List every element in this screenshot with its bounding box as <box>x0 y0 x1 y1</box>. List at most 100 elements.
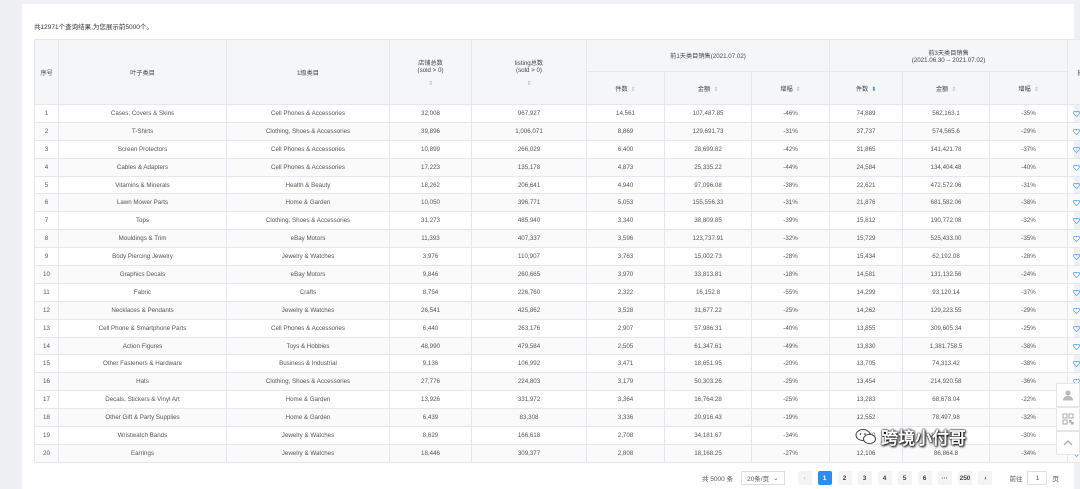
cell-day3-amount: 1,381,758.5 <box>902 336 991 356</box>
header-day1-growth[interactable]: 增幅 ⇕ <box>750 71 831 105</box>
page-ellipsis-button[interactable]: ··· <box>937 471 952 485</box>
cell-day1-amount: 16,764.28 <box>664 390 752 410</box>
cell-day1-pieces: 3,336 <box>586 408 665 428</box>
cell-listing: 396,771 <box>471 193 587 213</box>
cell-day1-growth: -27% <box>750 443 831 463</box>
sort-icon[interactable]: ⇕ <box>526 80 532 87</box>
cell-day1-pieces: 3,364 <box>586 390 665 410</box>
user-icon <box>1063 390 1073 401</box>
back-to-top-button[interactable] <box>1056 431 1080 455</box>
cell-leaf-category: Wristwatch Bands <box>58 426 227 445</box>
follow-button[interactable]: 关注 <box>1073 254 1080 261</box>
page-button[interactable]: 1 <box>817 471 832 485</box>
follow-button[interactable]: 关注 <box>1073 110 1080 118</box>
table-row: 2 T-Shirts Clothing, Shoes & Accessories 39… <box>34 121 1080 141</box>
cell-action: 关注 <box>1067 300 1080 320</box>
goto-page-input[interactable]: 1 <box>1027 471 1048 485</box>
header-label: 件数 <box>615 85 628 93</box>
header-day3-pieces[interactable]: 件数 ⬍ <box>829 71 904 105</box>
cell-day1-amount: 107,487.85 <box>664 104 752 123</box>
cell-leaf-category: Lawn Mower Parts <box>58 193 227 213</box>
next-page-button[interactable]: › <box>978 471 993 485</box>
follow-button[interactable]: 关注 <box>1073 271 1080 279</box>
cell-day1-amount: 61,347.61 <box>664 336 752 356</box>
page-button[interactable]: 3 <box>857 471 872 485</box>
cell-day3-amount: 472,572.06 <box>902 175 991 195</box>
heart-icon <box>1073 182 1080 189</box>
sort-icon[interactable]: ⇕ <box>713 86 719 93</box>
follow-button[interactable]: 关注 <box>1073 379 1080 386</box>
follow-button[interactable]: 关注 <box>1073 182 1080 190</box>
table-row: 1 Cases, Covers & Skins Cell Phones & Acce… <box>34 104 1080 123</box>
follow-button[interactable]: 关注 <box>1073 128 1080 136</box>
cell-leaf-category: Decals, Stickers & Vinyl Art <box>58 390 227 410</box>
header-day3-growth[interactable]: 增幅 ⇕ <box>989 71 1069 105</box>
follow-button[interactable]: 关注 <box>1073 164 1080 172</box>
follow-button[interactable]: 关注 <box>1073 146 1080 154</box>
cell-leaf-category: Hats <box>58 372 227 392</box>
cell-day1-pieces: 3,596 <box>586 229 665 249</box>
header-day3-amount[interactable]: 金额 ⇕ <box>902 71 991 105</box>
header-leaf-category: 叶子类目 <box>58 39 227 105</box>
follow-button[interactable]: 关注 <box>1073 361 1080 368</box>
cell-leaf-category: Mouldings & Trim <box>58 229 227 249</box>
follow-button[interactable]: 关注 <box>1073 200 1080 207</box>
cell-no: 13 <box>34 318 59 338</box>
sort-icon[interactable]: ⇕ <box>951 86 957 93</box>
page-button[interactable]: 4 <box>877 471 892 485</box>
header-day1-group: 前1天类目销售(2021.07.02) <box>585 39 831 72</box>
cell-day3-amount: 525,433.00 <box>902 229 991 249</box>
cell-day3-pieces: 15,434 <box>829 247 904 267</box>
cell-day3-amount: 190,772.08 <box>902 211 991 231</box>
cell-listing: 135,178 <box>471 157 587 177</box>
cell-level1-category: Home & Garden <box>226 390 390 410</box>
sort-desc-icon[interactable]: ⬍ <box>871 86 877 93</box>
cell-day3-pieces: 14,262 <box>829 300 904 320</box>
follow-button[interactable]: 关注 <box>1073 325 1080 333</box>
sort-icon[interactable]: ⇕ <box>795 86 801 93</box>
follow-button[interactable]: 关注 <box>1073 307 1080 315</box>
qrcode-float-button[interactable] <box>1056 407 1080 431</box>
qrcode-icon <box>1062 413 1074 425</box>
cell-day3-growth: -32% <box>989 408 1069 428</box>
cell-no: 20 <box>34 443 59 463</box>
sort-icon[interactable]: ⇕ <box>630 86 636 93</box>
header-stores[interactable]: 店铺总数 (sold > 0) ⇕ <box>389 39 472 105</box>
follow-button[interactable]: 关注 <box>1073 218 1080 225</box>
cell-no: 6 <box>34 193 59 213</box>
cell-level1-category: eBay Motors <box>226 229 390 249</box>
cell-day3-growth: -37% <box>989 139 1069 159</box>
page-size-select[interactable]: 20条/页 ⌄ <box>741 471 785 485</box>
user-float-button[interactable] <box>1056 383 1080 407</box>
sort-icon[interactable]: ⇕ <box>427 80 434 87</box>
cell-day3-pieces: 13,454 <box>829 372 904 392</box>
sort-icon[interactable]: ⇕ <box>1033 86 1039 93</box>
cell-day1-pieces: 14,561 <box>586 104 665 123</box>
header-day1-pieces[interactable]: 件数 ⇕ <box>586 71 665 105</box>
cell-day1-amount: 33,813.81 <box>664 265 752 284</box>
page-button[interactable]: 250 <box>957 471 973 485</box>
follow-button[interactable]: 关注 <box>1073 343 1080 351</box>
follow-button[interactable]: 关注 <box>1073 289 1080 297</box>
cell-listing: 479,584 <box>471 336 587 356</box>
cell-day3-growth: -38% <box>989 336 1069 356</box>
table-row: 8 Mouldings & Trim eBay Motors 11,393 407,33… <box>34 229 1080 249</box>
cell-day1-growth: -18% <box>750 265 831 284</box>
header-action: 操作 <box>1067 39 1080 105</box>
header-listing[interactable]: listing总数 (sold > 0) ⇕ <box>471 39 587 105</box>
table-row: 17 Decals, Stickers & Vinyl Art Home & Gar… <box>34 390 1080 410</box>
cell-no: 10 <box>34 265 59 284</box>
page-button[interactable]: 2 <box>837 471 852 485</box>
cell-level1-category: Jewelry & Watches <box>226 247 390 267</box>
prev-page-button[interactable]: ‹ <box>797 471 812 485</box>
cell-day1-amount: 34,181.67 <box>664 426 752 445</box>
cell-level1-category: Crafts <box>226 282 390 302</box>
cell-day1-amount: 31,677.22 <box>664 300 752 320</box>
cell-day3-pieces: 21,876 <box>829 193 904 213</box>
page-button[interactable]: 6 <box>917 471 932 485</box>
page-button[interactable]: 5 <box>897 471 912 485</box>
header-day1-amount[interactable]: 金额 ⇕ <box>664 71 752 105</box>
cell-day3-pieces: 13,855 <box>829 318 904 338</box>
table-row: 16 Hats Clothing, Shoes & Accessories 27,77… <box>34 372 1080 392</box>
follow-button[interactable]: 关注 <box>1073 236 1080 243</box>
